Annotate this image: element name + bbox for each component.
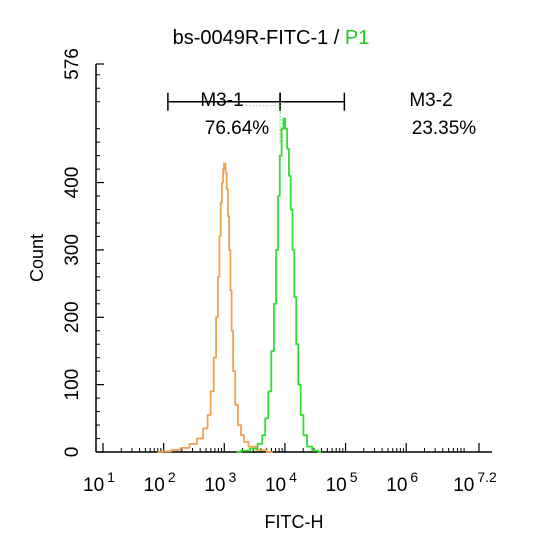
chart-title: bs-0049R-FITC-1 / P1 <box>173 27 370 49</box>
y-tick-labels: 0 100 200 300 400 576 <box>62 48 83 457</box>
x-tick-label: 10 3 <box>204 469 236 496</box>
y-tick-label: 300 <box>62 234 83 266</box>
histogram-series-1 <box>157 162 273 453</box>
chart-title-gate: P1 <box>345 27 369 49</box>
y-tick-label: 400 <box>62 167 83 199</box>
chart-title-main: bs-0049R-FITC-1 <box>173 27 329 49</box>
histogram-series <box>157 117 322 453</box>
histogram-series-2 <box>236 117 322 453</box>
gate-name-label: M3-1 <box>200 90 243 111</box>
y-tick-label: 0 <box>62 447 83 458</box>
gate-markers: M3-1 76.64% M3-2 23.35% <box>167 90 477 142</box>
gate-percent-label: 76.64% <box>205 118 270 139</box>
chart-title-separator: / <box>328 27 345 49</box>
x-minor-ticks <box>96 74 465 452</box>
x-tick-labels: 10 1 10 2 10 3 10 4 10 5 10 6 10 7.2 <box>83 469 497 496</box>
x-tick-label: 10 2 <box>144 469 176 496</box>
x-tick-label: 10 1 <box>83 469 115 496</box>
axis-major-ticks <box>96 63 480 453</box>
y-tick-label: 200 <box>62 301 83 333</box>
x-tick-label: 10 7.2 <box>453 469 497 496</box>
x-axis-title: FITC-H <box>265 512 324 532</box>
x-tick-label: 10 6 <box>386 469 418 496</box>
y-tick-label: 576 <box>62 48 83 80</box>
gate-name-label: M3-2 <box>409 90 452 111</box>
y-tick-label: 100 <box>62 369 83 401</box>
x-tick-label: 10 5 <box>326 469 358 496</box>
gate-percent-label: 23.35% <box>412 118 477 139</box>
x-tick-label: 10 4 <box>265 469 297 496</box>
y-axis-title: Count <box>27 234 47 282</box>
